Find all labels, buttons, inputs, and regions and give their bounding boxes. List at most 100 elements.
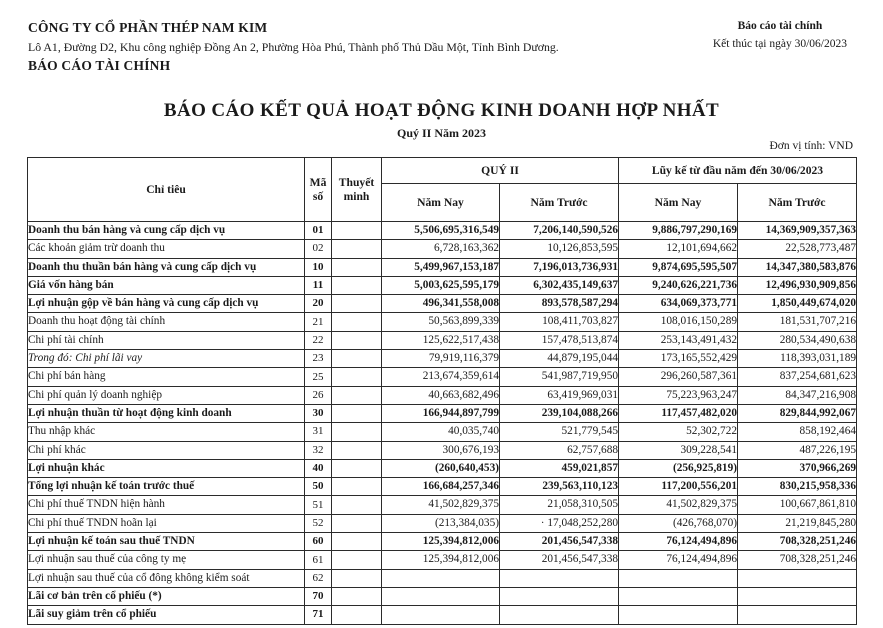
row-cumulative-current-year: 9,240,626,221,736 [618, 275, 738, 296]
col-header-code: Mã số [304, 157, 332, 222]
row-quarter-previous-year: 21,058,310,505 [499, 495, 619, 515]
row-code: 60 [304, 532, 332, 552]
row-code: 62 [304, 568, 332, 588]
income-statement-table: Chỉ tiêu Mã số Thuyết minh QUÝ II Lũy kế… [27, 157, 857, 625]
row-label: Lãi suy giảm trên cổ phiếu [27, 605, 305, 625]
table-row: Chi phí bán hàng 25 213,674,359,614 541,987… [27, 367, 857, 387]
letterhead-left: CÔNG TY CỔ PHẦN THÉP NAM KIM Lô A1, Đườn… [28, 18, 559, 75]
row-cumulative-previous-year: 829,844,992,067 [737, 403, 857, 424]
row-note [331, 403, 382, 424]
row-cumulative-current-year: 117,457,482,020 [618, 403, 738, 424]
row-cumulative-previous-year [737, 586, 857, 607]
table-row: Chi phí khác 32 300,676,193 62,757,688 309,2… [27, 440, 857, 460]
row-quarter-previous-year: 201,456,547,338 [499, 532, 619, 552]
row-note [331, 586, 382, 607]
row-quarter-current-year: 5,003,625,595,179 [381, 275, 500, 296]
row-code: 22 [304, 330, 332, 351]
row-cumulative-previous-year: 22,528,773,487 [737, 239, 857, 259]
row-quarter-current-year: 79,919,116,379 [381, 349, 500, 369]
row-label: Lợi nhuận thuần từ hoạt động kinh doanh [27, 403, 305, 424]
col-header-indicator: Chỉ tiêu [27, 157, 305, 222]
row-cumulative-previous-year: 708,328,251,246 [737, 532, 857, 552]
table-row: Lãi suy giảm trên cổ phiếu 71 [27, 605, 857, 625]
row-quarter-current-year [381, 586, 500, 607]
row-label: Chi phí khác [27, 440, 305, 460]
currency-unit-label: Đơn vị tính: VND [769, 140, 854, 152]
row-cumulative-current-year: 9,886,797,290,169 [618, 220, 738, 241]
row-quarter-previous-year: 893,578,587,294 [499, 294, 619, 314]
row-quarter-previous-year: 108,411,703,827 [499, 312, 619, 332]
row-code: 25 [304, 367, 332, 387]
row-label: Lợi nhuận sau thuế của cổ đông không kiể… [27, 568, 305, 588]
row-label: Lợi nhuận kế toán sau thuế TNDN [27, 532, 305, 552]
row-quarter-current-year: 5,499,967,153,187 [381, 257, 500, 277]
row-code: 20 [304, 294, 332, 314]
row-quarter-current-year: (213,384,035) [381, 513, 500, 534]
table-row: Lợi nhuận kế toán sau thuế TNDN 60 125,394… [27, 532, 857, 552]
row-note [331, 605, 382, 625]
row-cumulative-previous-year: 708,328,251,246 [737, 550, 857, 570]
row-quarter-previous-year [499, 586, 619, 607]
row-code: 02 [304, 239, 332, 259]
letterhead: CÔNG TY CỔ PHẦN THÉP NAM KIM Lô A1, Đườn… [28, 18, 855, 75]
col-header-cumulative-previous-year: Năm Trước [737, 183, 857, 222]
row-cumulative-previous-year: 100,667,861,810 [737, 495, 857, 515]
row-cumulative-previous-year: 370,966,269 [737, 458, 857, 479]
page-title: BÁO CÁO KẾT QUẢ HOẠT ĐỘNG KINH DOANH HỢP… [163, 100, 720, 121]
row-cumulative-current-year: (426,768,070) [618, 513, 738, 534]
row-code: 70 [304, 586, 332, 607]
row-label: Doanh thu thuần bán hàng và cung cấp dịc… [27, 257, 305, 277]
row-note [331, 294, 382, 314]
col-header-note: Thuyết minh [331, 157, 382, 222]
row-quarter-current-year: 6,728,163,362 [381, 239, 500, 259]
row-code: 11 [304, 275, 332, 296]
row-quarter-current-year: 40,035,740 [381, 422, 500, 442]
table-row: Các khoản giảm trừ doanh thu 02 6,728,163,… [27, 239, 857, 259]
row-cumulative-previous-year: 280,534,490,638 [737, 330, 857, 351]
col-header-quarter-previous-year: Năm Trước [499, 183, 619, 222]
table-row: Thu nhập khác 31 40,035,740 521,779,545 52,3… [27, 422, 857, 442]
row-code: 01 [304, 220, 332, 241]
table-row: Giá vốn hàng bán 11 5,003,625,595,179 6,302… [27, 275, 857, 296]
row-cumulative-current-year [618, 568, 738, 588]
table-row: Lợi nhuận thuần từ hoạt động kinh doanh 3… [27, 403, 857, 424]
table-row: Trong đó: Chi phí lãi vay 23 79,919,116,37… [27, 349, 857, 369]
row-cumulative-current-year: 296,260,587,361 [618, 367, 738, 387]
table-row: Lợi nhuận gộp về bán hàng và cung cấp dị… [27, 294, 857, 314]
row-note [331, 349, 382, 369]
row-note [331, 495, 382, 515]
row-note [331, 458, 382, 479]
row-quarter-previous-year: 10,126,853,595 [499, 239, 619, 259]
row-cumulative-current-year: 173,165,552,429 [618, 349, 738, 369]
row-code: 51 [304, 495, 332, 515]
table-row: Chi phí tài chính 22 125,622,517,438 157,47… [27, 330, 857, 351]
row-quarter-previous-year: 201,456,547,338 [499, 550, 619, 570]
table-row: Doanh thu bán hàng và cung cấp dịch vụ 01… [27, 220, 857, 241]
row-quarter-previous-year: 44,879,195,044 [499, 349, 619, 369]
row-quarter-current-year: 125,394,812,006 [381, 532, 500, 552]
row-note [331, 513, 382, 534]
row-quarter-previous-year: 62,757,688 [499, 440, 619, 460]
row-label: Lãi cơ bản trên cổ phiếu (*) [27, 586, 305, 607]
row-cumulative-current-year: (256,925,819) [618, 458, 738, 479]
row-cumulative-current-year: 309,228,541 [618, 440, 738, 460]
row-quarter-current-year: 496,341,558,008 [381, 294, 500, 314]
row-quarter-previous-year: 459,021,857 [499, 458, 619, 479]
row-label: Chi phí tài chính [27, 330, 305, 351]
row-label: Lợi nhuận gộp về bán hàng và cung cấp dị… [27, 294, 305, 314]
row-quarter-previous-year: 239,104,088,266 [499, 403, 619, 424]
row-note [331, 550, 382, 570]
row-quarter-current-year: (260,640,453) [381, 458, 500, 479]
row-quarter-current-year: 40,663,682,496 [381, 385, 500, 405]
row-cumulative-current-year [618, 605, 738, 625]
table-row: Chi phí thuế TNDN hoãn lại 52 (213,384,035… [27, 513, 857, 534]
row-quarter-previous-year: 541,987,719,950 [499, 367, 619, 387]
row-cumulative-previous-year: 830,215,958,336 [737, 477, 857, 497]
row-note [331, 440, 382, 460]
page-subtitle: Quý II Năm 2023 [396, 126, 486, 140]
table-header-row-2: Năm Nay Năm Trước Năm Nay Năm Trước [28, 183, 857, 222]
row-quarter-current-year: 5,506,695,316,549 [381, 220, 500, 241]
table-row: Tổng lợi nhuận kế toán trước thuế 50 166,6… [27, 477, 857, 497]
table-header: Chỉ tiêu Mã số Thuyết minh QUÝ II Lũy kế… [27, 157, 857, 222]
